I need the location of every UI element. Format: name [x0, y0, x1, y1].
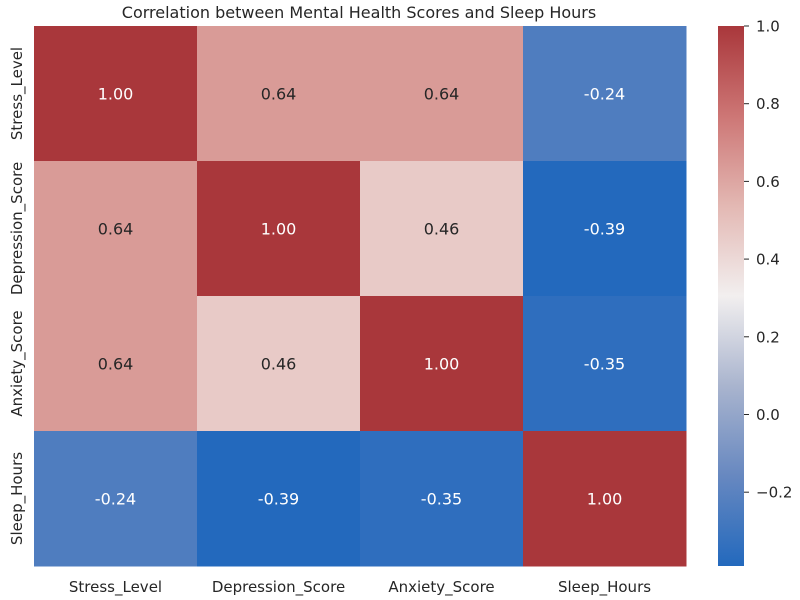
colorbar-ticks: 1.0 0.8 0.6 0.4 0.2 0.0 −0.2: [744, 18, 792, 502]
heatmap-cell: [34, 431, 198, 567]
cell-annotation: -0.39: [584, 220, 625, 239]
y-tick-labels: Stress_Level Depression_Score Anxiety_Scor…: [8, 47, 27, 545]
heatmap-cells: [34, 26, 687, 567]
heatmap-cell: [360, 161, 524, 297]
heatmap-cell: [197, 26, 361, 162]
y-tick-label: Depression_Score: [8, 162, 27, 295]
y-tick-label: Sleep_Hours: [8, 452, 27, 545]
colorbar-tick-label: 0.4: [756, 251, 780, 269]
x-tick-labels: Stress_Level Depression_Score Anxiety_Scor…: [69, 578, 651, 597]
heatmap-cell: [360, 296, 524, 432]
y-tick-label: Stress_Level: [8, 47, 27, 140]
cell-annotation: -0.39: [258, 490, 299, 509]
cell-annotation: -0.24: [584, 85, 625, 104]
x-tick-label: Depression_Score: [212, 578, 345, 597]
cell-annotation: 0.64: [98, 220, 134, 239]
heatmap-cell: [197, 431, 361, 567]
chart-title: Correlation between Mental Health Scores…: [122, 3, 596, 22]
y-tick-label: Anxiety_Score: [8, 310, 27, 416]
heatmap-cell: [34, 296, 198, 432]
x-tick-label: Sleep_Hours: [558, 578, 651, 597]
cell-annotation: 0.46: [261, 355, 297, 374]
cell-annotation: 0.64: [261, 85, 297, 104]
cell-annotation: 1.00: [424, 355, 460, 374]
cell-annotation: 1.00: [587, 490, 623, 509]
cell-annotation: 1.00: [98, 85, 134, 104]
heatmap-cell: [523, 26, 687, 162]
colorbar-tick-label: −0.2: [756, 484, 792, 502]
cell-annotation: 1.00: [261, 220, 297, 239]
x-tick-label: Anxiety_Score: [388, 578, 494, 597]
colorbar-tick-label: 0.0: [756, 406, 780, 424]
colorbar-tick-label: 0.6: [756, 173, 780, 191]
cell-annotation: 0.64: [98, 355, 134, 374]
x-tick-label: Stress_Level: [69, 578, 162, 597]
cell-annotation: -0.24: [95, 490, 136, 509]
colorbar-tick-label: 0.8: [756, 95, 780, 113]
cell-annotation: 0.64: [424, 85, 460, 104]
heatmap-cell: [360, 431, 524, 567]
heatmap-cell: [197, 161, 361, 297]
colorbar-tick-label: 1.0: [756, 18, 780, 36]
heatmap-cell: [34, 161, 198, 297]
heatmap-cell: [523, 296, 687, 432]
cell-annotations: 1.00 0.64 0.64 -0.24 0.64 1.00 0.46 -0.39 0.64 0.…: [95, 85, 625, 509]
cell-annotation: 0.46: [424, 220, 460, 239]
heatmap-cell: [34, 26, 198, 162]
colorbar: 1.0 0.8 0.6 0.4 0.2 0.0 −0.2: [718, 18, 792, 566]
heatmap-cell: [523, 431, 687, 567]
heatmap-cell: [523, 161, 687, 297]
colorbar-gradient-bar: [718, 26, 744, 566]
cell-annotation: -0.35: [584, 355, 625, 374]
colorbar-tick-label: 0.2: [756, 328, 780, 346]
heatmap-cell: [197, 296, 361, 432]
cell-annotation: -0.35: [421, 490, 462, 509]
heatmap-cell: [360, 26, 524, 162]
